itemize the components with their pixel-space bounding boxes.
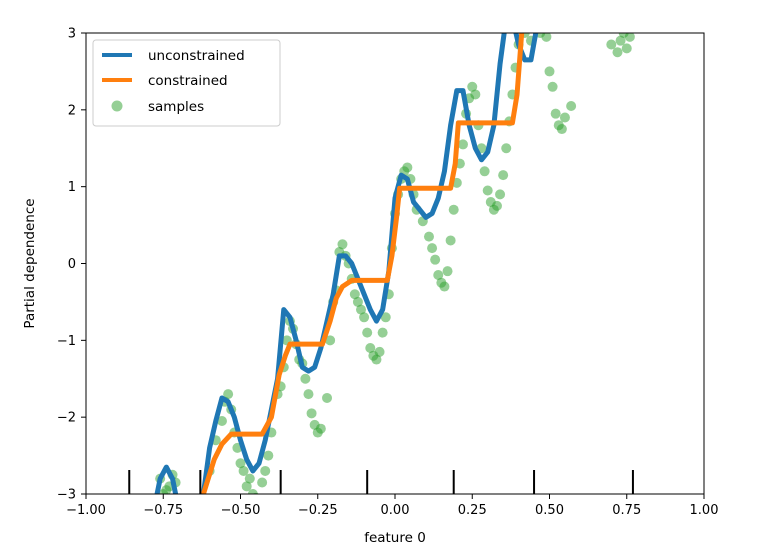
y-tick-label: −1 [57, 334, 76, 349]
sample-point [430, 254, 441, 265]
y-tick-label: −2 [57, 411, 76, 426]
x-tick-label: −0.25 [298, 503, 338, 518]
sample-point [491, 200, 502, 211]
sample-point [303, 389, 314, 400]
legend-swatch-samples [111, 100, 123, 112]
sample-point [238, 465, 249, 476]
y-tick-label: 0 [68, 257, 76, 272]
sample-point [482, 185, 493, 196]
x-tick-label: 0.25 [458, 503, 487, 518]
sample-point [427, 243, 438, 254]
series-line-unconstrained [154, 33, 539, 494]
sample-point [380, 312, 391, 323]
sample-point [223, 389, 234, 400]
x-tick-label: 1.00 [690, 503, 719, 518]
sample-point [612, 47, 623, 58]
x-tick-label: −1.00 [66, 503, 106, 518]
sample-point [244, 473, 255, 484]
sample-point [470, 89, 481, 100]
sample-point [349, 289, 360, 300]
sample-point [402, 162, 413, 173]
y-tick-label: 2 [68, 103, 76, 118]
y-tick-label: 1 [68, 180, 76, 195]
sample-point [359, 312, 370, 323]
x-tick-label: 0.50 [535, 503, 564, 518]
sample-point [566, 100, 577, 111]
sample-point [433, 270, 444, 281]
sample-point [306, 408, 317, 419]
sample-point [467, 81, 478, 92]
sample-point [439, 281, 450, 292]
sample-point [621, 43, 632, 54]
sample-point [457, 139, 468, 150]
sample-point [556, 124, 567, 135]
sample-point [498, 170, 509, 181]
sample-point [235, 458, 246, 469]
x-tick-label: 0.75 [612, 503, 641, 518]
sample-point [362, 327, 373, 338]
sample-point [442, 266, 453, 277]
sample-point [550, 108, 561, 119]
sample-point [322, 392, 333, 403]
x-tick-label: 0.00 [381, 503, 410, 518]
sample-point [325, 335, 336, 346]
sample-point [241, 481, 252, 492]
sample-point [247, 489, 258, 494]
x-tick-label: −0.50 [221, 503, 261, 518]
sample-point [541, 33, 552, 42]
sample-point [501, 143, 512, 154]
sample-point [315, 423, 326, 434]
sample-point [371, 354, 382, 365]
sample-point [365, 343, 376, 354]
sample-point [263, 450, 274, 461]
sample-point [559, 112, 570, 123]
sample-point [352, 296, 363, 307]
sample-point [479, 166, 490, 177]
sample-point [624, 33, 635, 42]
sample-point [448, 204, 459, 215]
sample-point [377, 327, 388, 338]
sample-point [260, 465, 271, 476]
x-axis-label: feature 0 [364, 530, 426, 546]
sample-point [257, 477, 268, 488]
series-line-constrained [201, 33, 525, 494]
y-axis-label: Partial dependence [22, 198, 38, 328]
legend-box [92, 39, 281, 127]
y-tick-label: −3 [57, 488, 76, 503]
sample-point [161, 485, 172, 494]
sample-point [374, 346, 385, 357]
x-tick-label: −0.75 [143, 503, 183, 518]
sample-point [337, 239, 348, 250]
legend-label-constrained: constrained [148, 73, 228, 89]
sample-point [495, 189, 506, 200]
sample-point [606, 39, 617, 50]
sample-point [423, 231, 434, 242]
legend: unconstrained constrained samples [92, 39, 281, 127]
sample-point [300, 373, 311, 384]
legend-label-unconstrained: unconstrained [148, 48, 245, 64]
y-tick-label: 3 [68, 27, 76, 42]
sample-point [445, 235, 456, 246]
sample-point [356, 304, 367, 315]
sample-point [547, 81, 558, 92]
legend-label-samples: samples [148, 99, 204, 115]
sample-point [216, 416, 227, 427]
sample-point [544, 66, 555, 77]
sample-point [615, 35, 626, 46]
